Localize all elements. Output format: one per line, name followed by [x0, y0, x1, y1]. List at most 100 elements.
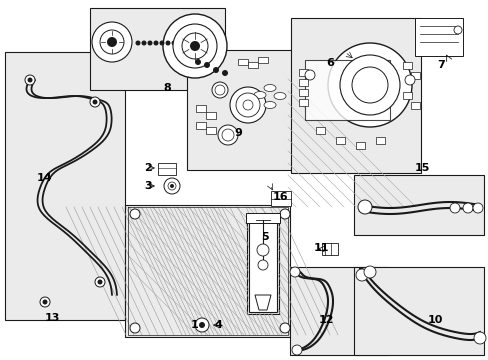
Circle shape [462, 203, 472, 213]
Circle shape [213, 67, 219, 73]
Circle shape [163, 178, 180, 194]
Bar [410, 102, 419, 109]
Circle shape [147, 40, 152, 45]
Circle shape [289, 267, 299, 277]
Circle shape [280, 209, 289, 219]
Circle shape [243, 100, 252, 110]
Circle shape [130, 209, 140, 219]
Text: 14: 14 [36, 173, 52, 183]
Text: 16: 16 [273, 192, 288, 202]
Text: 13: 13 [44, 313, 60, 323]
Circle shape [173, 24, 217, 68]
Circle shape [107, 37, 117, 47]
Bar [298, 79, 307, 86]
Circle shape [171, 40, 176, 45]
Bar [414, 18, 462, 56]
Circle shape [473, 332, 485, 344]
Circle shape [355, 269, 367, 281]
Ellipse shape [273, 93, 285, 99]
Circle shape [27, 77, 32, 82]
Circle shape [404, 75, 414, 85]
Circle shape [165, 40, 170, 45]
Circle shape [449, 203, 459, 213]
Circle shape [291, 345, 302, 355]
Circle shape [363, 266, 375, 278]
Circle shape [218, 125, 238, 145]
Bar [196, 122, 205, 129]
Bar [270, 191, 290, 206]
Bar [205, 127, 216, 134]
Circle shape [357, 200, 371, 214]
Text: 4: 4 [214, 320, 222, 330]
Circle shape [258, 260, 267, 270]
Circle shape [141, 40, 146, 45]
Circle shape [163, 14, 226, 78]
Bar [353, 175, 483, 235]
Circle shape [236, 93, 260, 117]
Circle shape [229, 87, 265, 123]
Text: 6: 6 [325, 58, 333, 68]
Circle shape [222, 129, 234, 141]
Bar [5, 52, 125, 320]
Circle shape [90, 97, 100, 107]
Bar [205, 112, 216, 119]
Circle shape [212, 82, 227, 98]
Bar [196, 105, 205, 112]
Circle shape [97, 279, 102, 284]
Text: 15: 15 [413, 163, 429, 173]
Circle shape [453, 26, 461, 34]
Ellipse shape [264, 85, 275, 91]
Circle shape [95, 277, 105, 287]
Text: 2: 2 [144, 163, 152, 173]
Bar [90, 8, 224, 90]
Bar [238, 59, 247, 65]
Circle shape [168, 182, 176, 190]
Text: 8: 8 [163, 83, 170, 93]
Circle shape [257, 244, 268, 256]
Circle shape [170, 184, 174, 188]
Bar [410, 72, 419, 79]
Bar [315, 127, 325, 134]
Bar [402, 62, 411, 69]
Text: 9: 9 [234, 128, 242, 138]
Circle shape [280, 323, 289, 333]
Bar [258, 57, 267, 63]
Circle shape [153, 40, 158, 45]
Bar [158, 163, 176, 175]
Bar [321, 243, 337, 255]
Text: 3: 3 [144, 181, 151, 191]
Ellipse shape [264, 102, 275, 108]
Circle shape [199, 322, 204, 328]
Bar [355, 142, 364, 149]
Circle shape [182, 33, 207, 59]
Bar [245, 213, 280, 223]
Bar [375, 137, 384, 144]
Bar [353, 267, 483, 355]
Text: 7: 7 [436, 60, 444, 70]
Circle shape [92, 99, 97, 104]
Text: 11: 11 [313, 243, 328, 253]
Circle shape [351, 67, 387, 103]
Bar [290, 18, 420, 173]
Polygon shape [254, 295, 270, 310]
Circle shape [40, 297, 50, 307]
Bar [305, 60, 389, 120]
Bar [298, 89, 307, 96]
Bar [289, 267, 387, 355]
Bar [248, 216, 276, 312]
Bar [125, 205, 289, 337]
Bar [186, 50, 292, 170]
Bar [335, 137, 345, 144]
Circle shape [222, 70, 227, 76]
Text: 12: 12 [318, 315, 333, 325]
Circle shape [100, 30, 124, 54]
Bar [402, 92, 411, 99]
Bar [298, 99, 307, 106]
Text: 5: 5 [261, 232, 268, 242]
Circle shape [190, 41, 200, 51]
Circle shape [327, 43, 411, 127]
Bar [247, 62, 258, 68]
Bar [246, 214, 279, 314]
Circle shape [472, 203, 482, 213]
Circle shape [159, 40, 164, 45]
